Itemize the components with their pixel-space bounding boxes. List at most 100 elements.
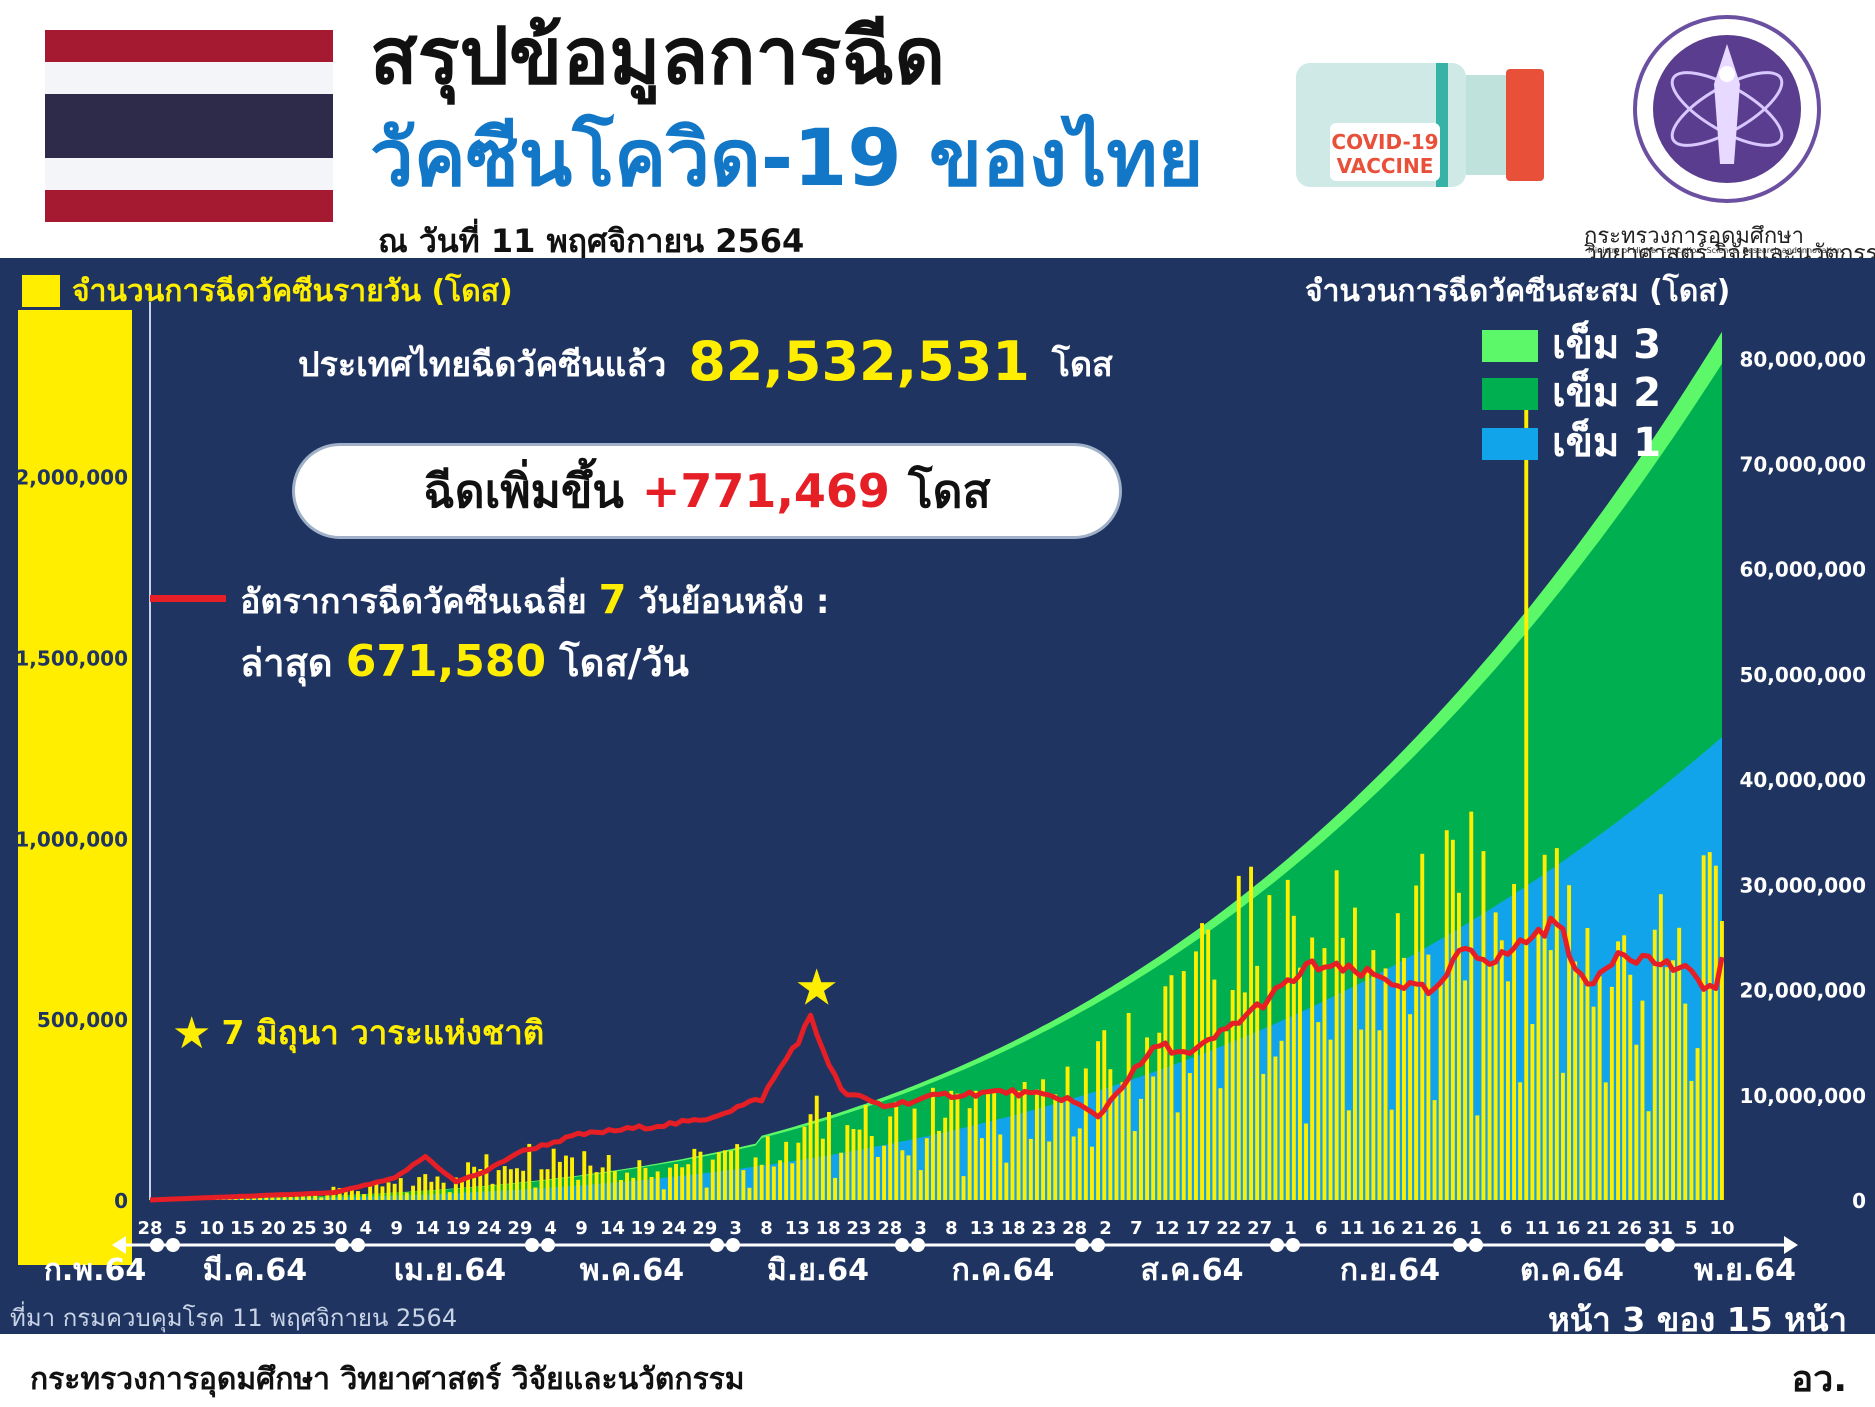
month-separator-dot: [726, 1238, 740, 1252]
daily-bar: [288, 1194, 293, 1200]
x-tick-label: 5: [175, 1218, 188, 1239]
daily-bar: [1506, 981, 1510, 1200]
daily-bar: [827, 1112, 831, 1200]
daily-bar: [1291, 915, 1296, 1200]
daily-bar: [900, 1150, 905, 1200]
month-label: ก.ย.64: [1340, 1253, 1440, 1288]
x-tick-label: 11: [1525, 1218, 1550, 1239]
daily-bar: [1426, 954, 1431, 1200]
daily-bar: [1273, 1056, 1278, 1200]
daily-bar: [704, 1187, 709, 1200]
x-tick-label: 19: [446, 1218, 471, 1239]
latest-avg-line: ล่าสุด 671,580 โดส/วัน: [240, 632, 689, 693]
vaccine-label-2: VACCINE: [1337, 154, 1434, 178]
daily-bar: [1634, 1044, 1639, 1200]
daily-bar: [1108, 1069, 1113, 1200]
daily-bar: [1206, 929, 1211, 1200]
daily-bar: [1542, 854, 1547, 1200]
month-label: ก.พ.64: [44, 1253, 146, 1288]
x-tick-label: 18: [816, 1218, 841, 1239]
month-separator-dot: [710, 1238, 724, 1252]
daily-bar: [845, 1125, 850, 1200]
daily-bar: [937, 1130, 942, 1200]
daily-bar: [1230, 990, 1235, 1200]
daily-bar: [349, 1189, 354, 1200]
month-separator-dot: [1075, 1238, 1089, 1252]
daily-bar: [1658, 894, 1663, 1200]
daily-bar: [661, 1189, 666, 1200]
x-tick-label: 24: [477, 1218, 502, 1239]
daily-bar: [753, 1157, 758, 1200]
daily-bar: [1420, 853, 1425, 1200]
daily-bar: [1548, 950, 1553, 1200]
total-doses: ประเทศไทยฉีดวัคซีนแล้ว 82,532,531 โดส: [298, 330, 1113, 393]
x-tick-label: 10: [1709, 1218, 1734, 1239]
daily-bar: [790, 1163, 795, 1200]
daily-bar: [356, 1191, 360, 1200]
daily-bar: [460, 1180, 464, 1200]
month-label: มิ.ย.64: [767, 1253, 869, 1288]
daily-bar: [1242, 992, 1247, 1200]
x-tick-label: 25: [292, 1218, 317, 1239]
daily-bar: [551, 1148, 556, 1200]
left-axis-tick-label: 500,000: [37, 1008, 128, 1032]
daily-bar: [784, 1141, 789, 1200]
x-tick-label: 30: [322, 1218, 347, 1239]
daily-bar: [362, 1194, 367, 1200]
daily-bar: [1463, 980, 1468, 1200]
daily-bar: [1579, 977, 1584, 1200]
daily-bar: [1597, 976, 1602, 1200]
daily-bar: [943, 1117, 948, 1200]
star-annotation-text: 7 มิถุนา วาระแห่งชาติ: [221, 1013, 545, 1052]
daily-bar: [1181, 971, 1186, 1200]
daily-bar: [833, 1177, 838, 1200]
daily-bar: [668, 1167, 672, 1200]
daily-bar: [1163, 986, 1168, 1200]
daily-bar: [961, 1176, 966, 1200]
daily-bar: [643, 1167, 648, 1200]
daily-bar: [1383, 968, 1388, 1200]
daily-bar: [1047, 1141, 1052, 1200]
daily-bar: [307, 1192, 312, 1200]
daily-bar: [1145, 1037, 1150, 1200]
daily-bar: [1720, 921, 1724, 1200]
daily-bar: [612, 1171, 617, 1200]
daily-bar: [882, 1145, 887, 1200]
daily-bar: [1194, 951, 1198, 1200]
daily-bar: [888, 1116, 893, 1200]
month-separator-dot: [1453, 1238, 1467, 1252]
footer-org: กระทรวงการอุดมศึกษา วิทยาศาสตร์ วิจัยและ…: [30, 1362, 745, 1397]
right-axis-tick-label: 10,000,000: [1739, 1084, 1866, 1108]
x-tick-label: 5: [1685, 1218, 1698, 1239]
daily-bar: [1285, 879, 1290, 1200]
daily-bar: [631, 1177, 636, 1200]
x-tick-label: 10: [199, 1218, 224, 1239]
daily-bar: [1524, 379, 1529, 1200]
daily-bar: [600, 1167, 605, 1200]
x-tick-label: 7: [1130, 1218, 1143, 1239]
title-line-2: วัคซีนโควิด-19 ของไทย: [370, 114, 1204, 204]
month-label: พ.ค.64: [580, 1253, 684, 1288]
daily-bar: [1665, 967, 1669, 1200]
daily-bar: [325, 1191, 330, 1200]
daily-legend-label: จำนวนการฉีดวัคซีนรายวัน (โดส): [72, 274, 513, 309]
daily-bar: [906, 1155, 911, 1200]
daily-bar: [1267, 895, 1272, 1200]
vaccine-label-1: COVID-19: [1331, 130, 1438, 154]
left-axis-tick-label: 1,500,000: [15, 647, 128, 671]
x-tick-label: 6: [1500, 1218, 1513, 1239]
x-tick-label: 1: [1469, 1218, 1482, 1239]
daily-bar: [594, 1172, 599, 1200]
daily-bar: [1059, 1102, 1064, 1200]
star-icon: ★: [172, 1008, 212, 1059]
month-label: เม.ย.64: [394, 1253, 506, 1288]
daily-bar: [1518, 1082, 1523, 1200]
daily-bar: [863, 1105, 868, 1200]
daily-bar: [386, 1182, 391, 1200]
month-separator-dot: [335, 1238, 349, 1252]
month-separator-dot: [895, 1238, 909, 1252]
daily-bar: [1713, 865, 1718, 1200]
month-separator-dot: [1645, 1238, 1659, 1252]
daily-bar: [625, 1172, 630, 1200]
daily-bar: [1530, 1024, 1535, 1200]
